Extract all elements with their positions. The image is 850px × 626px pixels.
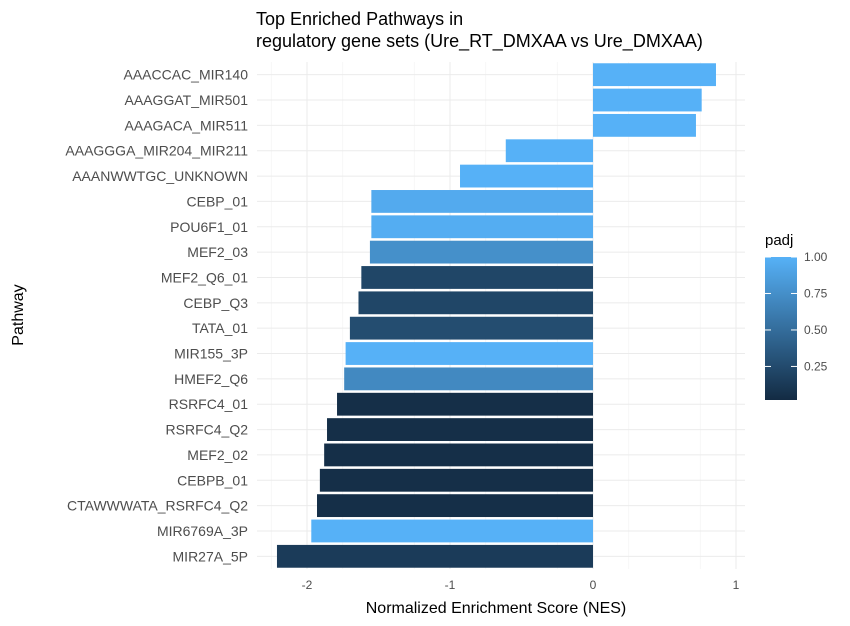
y-tick-label: AAAGACA_MIR511 bbox=[125, 117, 249, 133]
x-axis-title: Normalized Enrichment Score (NES) bbox=[366, 600, 627, 617]
legend-colorbar bbox=[765, 257, 797, 400]
bar bbox=[371, 190, 593, 213]
y-tick-label: MEF2_02 bbox=[187, 447, 248, 463]
y-tick-label: MIR6769A_3P bbox=[157, 523, 248, 539]
x-tick-label: 1 bbox=[733, 578, 740, 592]
bar bbox=[361, 266, 593, 289]
chart-title: Top Enriched Pathways in regulatory gene… bbox=[256, 9, 703, 52]
y-tick-label: CEBP_Q3 bbox=[183, 295, 248, 311]
y-tick-label: HMEF2_Q6 bbox=[174, 371, 248, 387]
legend-tick-label: 0.50 bbox=[804, 323, 828, 337]
bar bbox=[344, 367, 593, 391]
bar bbox=[505, 139, 593, 163]
y-tick-label: MIR155_3P bbox=[174, 346, 248, 362]
y-tick-label: TATA_01 bbox=[192, 320, 248, 336]
legend-title: padj bbox=[765, 232, 793, 249]
x-tick-label: -1 bbox=[445, 578, 456, 592]
x-axis-tick-labels: -2 -1 0 1 bbox=[302, 578, 740, 592]
padj-legend: padj 1.00 0.75 0.50 0.25 bbox=[765, 232, 828, 400]
y-tick-label: RSRFC4_01 bbox=[169, 396, 249, 412]
chart-title-line-1: Top Enriched Pathways in bbox=[256, 9, 463, 29]
bar bbox=[324, 443, 593, 467]
y-tick-label: MEF2_03 bbox=[187, 244, 248, 260]
legend-tick-label: 0.25 bbox=[804, 359, 828, 373]
x-tick-label: -2 bbox=[302, 578, 313, 592]
y-tick-label: AAANWWTGC_UNKNOWN bbox=[72, 168, 248, 184]
bar bbox=[593, 113, 696, 137]
bar bbox=[317, 494, 593, 518]
plot-bars bbox=[276, 63, 716, 568]
bar bbox=[369, 240, 593, 264]
bar bbox=[460, 164, 593, 188]
bar bbox=[345, 342, 593, 365]
legend-ticks: 1.00 0.75 0.50 0.25 bbox=[765, 250, 828, 373]
y-tick-label: CEBP_01 bbox=[187, 193, 249, 209]
bar bbox=[358, 291, 593, 315]
y-tick-label: AAAGGAT_MIR501 bbox=[125, 92, 249, 108]
legend-tick-label: 0.75 bbox=[804, 286, 828, 300]
bar bbox=[593, 88, 702, 112]
y-tick-label: CTAWWWATA_RSRFC4_Q2 bbox=[67, 498, 248, 514]
y-axis-title: Pathway bbox=[10, 284, 27, 345]
y-tick-label: MEF2_Q6_01 bbox=[161, 269, 248, 285]
y-tick-label: CEBPB_01 bbox=[177, 472, 248, 488]
bar bbox=[327, 418, 593, 441]
bar bbox=[319, 468, 593, 492]
y-axis-tick-labels: AAACCAC_MIR140 AAAGGAT_MIR501 AAAGACA_MIR5… bbox=[65, 67, 248, 565]
bar bbox=[593, 63, 716, 87]
bar bbox=[276, 544, 593, 568]
y-tick-label: POU6F1_01 bbox=[170, 219, 248, 235]
legend-tick-label: 1.00 bbox=[804, 250, 828, 264]
y-tick-label: AAACCAC_MIR140 bbox=[124, 67, 249, 83]
bar bbox=[311, 519, 593, 543]
x-tick-label: 0 bbox=[590, 578, 597, 592]
y-tick-label: MIR27A_5P bbox=[173, 548, 248, 564]
bar bbox=[337, 392, 593, 416]
chart-title-line-2: regulatory gene sets (Ure_RT_DMXAA vs Ur… bbox=[256, 31, 703, 52]
y-tick-label: AAAGGGA_MIR204_MIR211 bbox=[65, 143, 248, 159]
bar bbox=[371, 215, 593, 239]
plot-gridlines bbox=[257, 62, 745, 569]
y-tick-label: RSRFC4_Q2 bbox=[166, 422, 249, 438]
bar bbox=[349, 316, 593, 340]
